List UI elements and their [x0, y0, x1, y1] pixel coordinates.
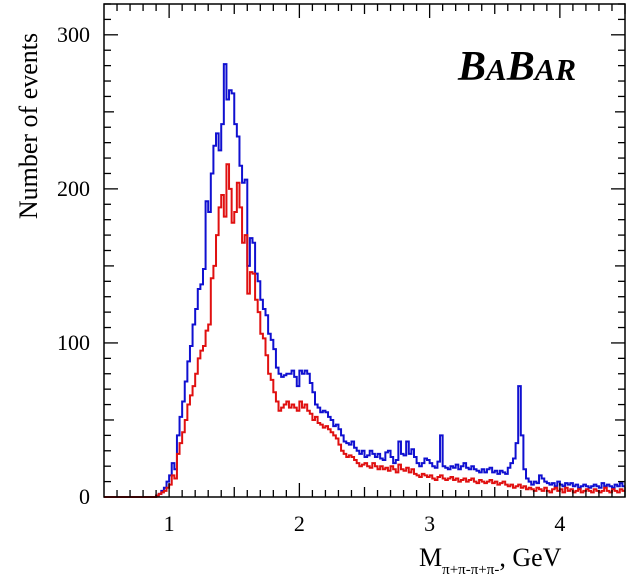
labels-layer: 1 2 3 4 0 100 200 300 [57, 22, 565, 536]
ticks-layer [104, 3, 626, 497]
x-tick-label: 3 [424, 511, 435, 536]
y-tick-label: 0 [79, 484, 90, 509]
logo-b2: B [506, 44, 535, 90]
logo-a1: A [484, 52, 507, 87]
x-axis-label-unit: , GeV [499, 543, 561, 572]
y-axis-label: Number of events [14, 33, 43, 219]
y-tick-label: 100 [57, 330, 90, 355]
x-axis-label-main: M [419, 543, 442, 572]
series-blue-line [104, 63, 625, 498]
logo-b1: B [457, 44, 486, 90]
x-tick-label: 2 [294, 511, 305, 536]
y-tick-label: 200 [57, 176, 90, 201]
logo-ar: AR [533, 52, 576, 87]
x-tick-label: 1 [164, 511, 175, 536]
x-tick-label: 4 [554, 511, 565, 536]
y-tick-label: 300 [57, 22, 90, 47]
logo-text: BABAR [457, 44, 576, 90]
series-layer [104, 63, 625, 498]
x-axis-label-sub: π+π-π+π- [442, 562, 499, 578]
x-axis-label: Mπ+π-π+π-, GeV [419, 543, 562, 578]
series-red-line [104, 163, 625, 498]
